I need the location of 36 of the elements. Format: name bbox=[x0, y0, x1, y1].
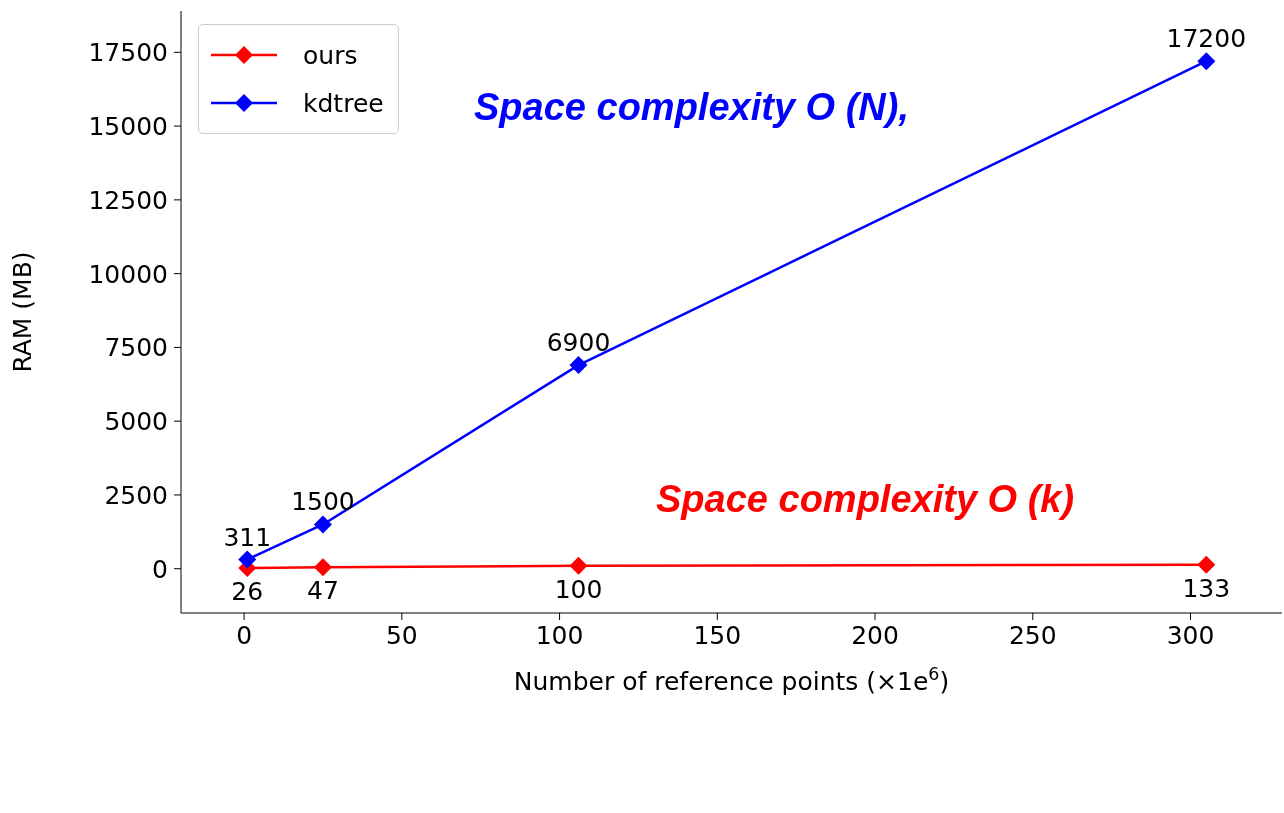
y-tick-label: 2500 bbox=[104, 480, 168, 510]
y-axis-title: RAM (MB) bbox=[7, 251, 37, 373]
data-label: 47 bbox=[307, 576, 339, 606]
point bbox=[1197, 52, 1216, 71]
x-tick-label: 100 bbox=[535, 620, 584, 650]
y-tick-label: 0 bbox=[152, 554, 168, 584]
data-label: 26 bbox=[231, 576, 264, 606]
data-label: 17200 bbox=[1166, 24, 1247, 54]
point bbox=[313, 515, 332, 534]
data-label: 311 bbox=[223, 522, 272, 552]
annotation: Space complexity O (k) bbox=[656, 478, 1075, 521]
x-tick-label: 0 bbox=[236, 620, 253, 650]
point bbox=[313, 558, 332, 577]
x-tick-label: 150 bbox=[693, 620, 742, 650]
y-tick-label: 15000 bbox=[88, 111, 168, 141]
y-tick-label: 12500 bbox=[88, 185, 168, 215]
legend-label: ours bbox=[303, 40, 358, 70]
data-label: 100 bbox=[554, 574, 603, 604]
point bbox=[569, 356, 588, 375]
legend-label: kdtree bbox=[303, 88, 384, 118]
y-tick-label: 7500 bbox=[104, 333, 168, 363]
x-axis-title: Number of reference points (×1e$^{6}$) bbox=[513, 664, 950, 696]
x-tick-label: 50 bbox=[385, 620, 418, 650]
point bbox=[569, 556, 588, 575]
x-tick-label: 300 bbox=[1166, 620, 1215, 650]
point bbox=[1197, 555, 1216, 574]
data-label: 1500 bbox=[291, 487, 355, 517]
annotation: Space complexity O (N), bbox=[474, 86, 910, 129]
data-label: 6900 bbox=[546, 328, 611, 358]
x-tick-label: 200 bbox=[851, 620, 899, 650]
point bbox=[238, 550, 257, 569]
x-tick-label: 250 bbox=[1008, 620, 1057, 650]
y-tick-label: 10000 bbox=[88, 259, 168, 289]
y-tick-label: 17500 bbox=[88, 38, 168, 68]
data-label: 133 bbox=[1182, 573, 1231, 603]
y-tick-label: 5000 bbox=[104, 407, 168, 437]
